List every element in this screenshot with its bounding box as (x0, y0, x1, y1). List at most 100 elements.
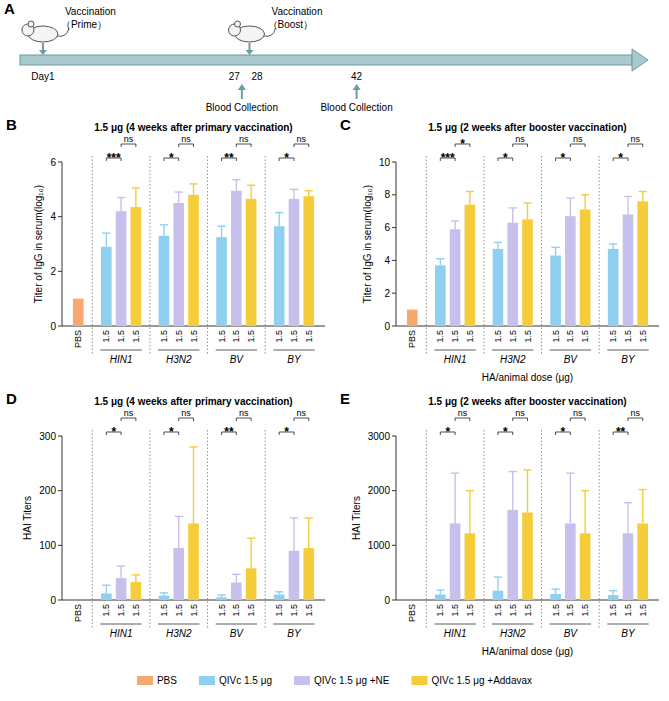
error-bar (509, 208, 517, 223)
bar: QIVc 1.5 μg (101, 247, 112, 326)
group-separator (207, 430, 208, 628)
dose-label: 1.5 (638, 330, 648, 343)
bar: QIVc 1.5 μg (216, 597, 227, 600)
significance-label: ns (181, 134, 191, 144)
dose-label: 1.5 (304, 604, 314, 617)
error-line (527, 470, 528, 513)
bar: QIVc 1.5 μg (550, 594, 561, 600)
error-bar (624, 196, 632, 214)
significance-label: * (284, 151, 289, 165)
blood-label: Blood Collection (320, 102, 392, 113)
y-tick-label: 1000 (368, 540, 391, 551)
significance-bracket (628, 418, 643, 421)
significance-label: * (169, 151, 174, 165)
group-separator (265, 430, 266, 628)
bar: QIVc 1.5 μg (159, 236, 170, 326)
legend-swatch (137, 676, 153, 685)
group-line (607, 350, 648, 351)
group-label: BY (621, 628, 636, 639)
error-bar (509, 472, 517, 510)
significance-label: ns (297, 134, 307, 144)
x-axis-title: HA/animal dose (μg) (482, 646, 573, 657)
bar: QIVc 1.5 μg +Addavax (522, 513, 533, 600)
error-bar (247, 185, 255, 199)
y-tick (58, 436, 62, 437)
bar: QIVc 1.5 μg +NE (231, 191, 242, 326)
blood-arrowhead (238, 84, 246, 90)
dose-label: 1.5 (159, 330, 169, 343)
bars: PBSQIVc 1.5 μgQIVc 1.5 μgQIVc 1.5 μgQIVc… (73, 180, 314, 326)
bar: QIVc 1.5 μg (608, 249, 619, 326)
group-separator (599, 156, 600, 354)
panel-letter: A (4, 0, 15, 17)
chart-panel: C1.5 μg (2 weeks after booster vaccinati… (340, 116, 659, 383)
vaccination-arrow (42, 43, 44, 51)
bars: PBSQIVc 1.5 μgQIVc 1.5 μgQIVc 1.5 μgQIVc… (407, 192, 648, 326)
group-label: HIN1 (444, 628, 467, 639)
dose-label: 1.5 (580, 330, 590, 343)
group-separator (483, 430, 484, 628)
error-line (120, 198, 121, 212)
error-bar (523, 470, 531, 513)
dose-label: 1.5 (289, 604, 299, 617)
significance-bracket (513, 418, 528, 421)
error-cap (451, 220, 459, 221)
error-bar (160, 225, 168, 236)
error-cap (275, 212, 283, 213)
bar: QIVc 1.5 μg +NE (116, 578, 127, 600)
bar: QIVc 1.5 μg +Addavax (131, 582, 142, 600)
dose-label: 1.5 (131, 604, 141, 617)
error-bar (451, 221, 459, 229)
error-cap (436, 258, 444, 259)
dose-label: 1.5 (435, 330, 445, 343)
error-cap (639, 489, 647, 490)
error-cap (189, 446, 197, 447)
dose-label: 1.5 (623, 330, 633, 343)
dose-label: 1.5 (246, 604, 256, 617)
error-line (135, 188, 136, 207)
y-tick-label: 2 (50, 266, 56, 277)
error-cap (160, 592, 168, 593)
significance-bracket (179, 418, 194, 421)
group-line (607, 624, 648, 625)
error-bar (117, 566, 125, 578)
error-bar (247, 538, 255, 568)
error-cap (132, 574, 140, 575)
error-bar (232, 180, 240, 191)
dose-label: 1.5 (231, 604, 241, 617)
error-bar (523, 203, 531, 219)
group-separator (207, 156, 208, 354)
error-cap (247, 538, 255, 539)
error-bar (451, 473, 459, 523)
dose-label: 1.5 (523, 604, 533, 617)
error-cap (247, 185, 255, 186)
chart-title: 1.5 μg (4 weeks after primary vaccinatio… (94, 396, 292, 407)
error-line (555, 589, 556, 594)
dose-label: 1.5 (174, 604, 184, 617)
dose-label: 1.5 (274, 604, 284, 617)
y-tick (58, 162, 62, 163)
figure: ADay1272842Vaccination（Prime）Vaccination… (0, 0, 669, 701)
dose-label: 1.5 (450, 330, 460, 343)
bar: QIVc 1.5 μg +NE (289, 199, 300, 326)
y-tick (58, 271, 62, 272)
error-cap (160, 224, 168, 225)
mouse-ear (28, 21, 34, 27)
dose-label: 1.5 (131, 330, 141, 343)
y-tick-label: 8 (384, 189, 390, 200)
group-label: BV (230, 628, 245, 639)
error-bar (624, 503, 632, 534)
panel-letter: E (340, 390, 350, 407)
error-line (193, 447, 194, 524)
dose-label: 1.5 (508, 604, 518, 617)
y-tick (392, 436, 396, 437)
significance-bracket (628, 144, 643, 147)
error-line (236, 180, 237, 191)
category-label: PBS (407, 604, 417, 622)
significance-bracket (294, 418, 309, 421)
error-cap (624, 196, 632, 197)
significance-label: ns (458, 408, 468, 418)
error-line (512, 472, 513, 510)
error-cap (305, 517, 313, 518)
dose-label: 1.5 (435, 604, 445, 617)
